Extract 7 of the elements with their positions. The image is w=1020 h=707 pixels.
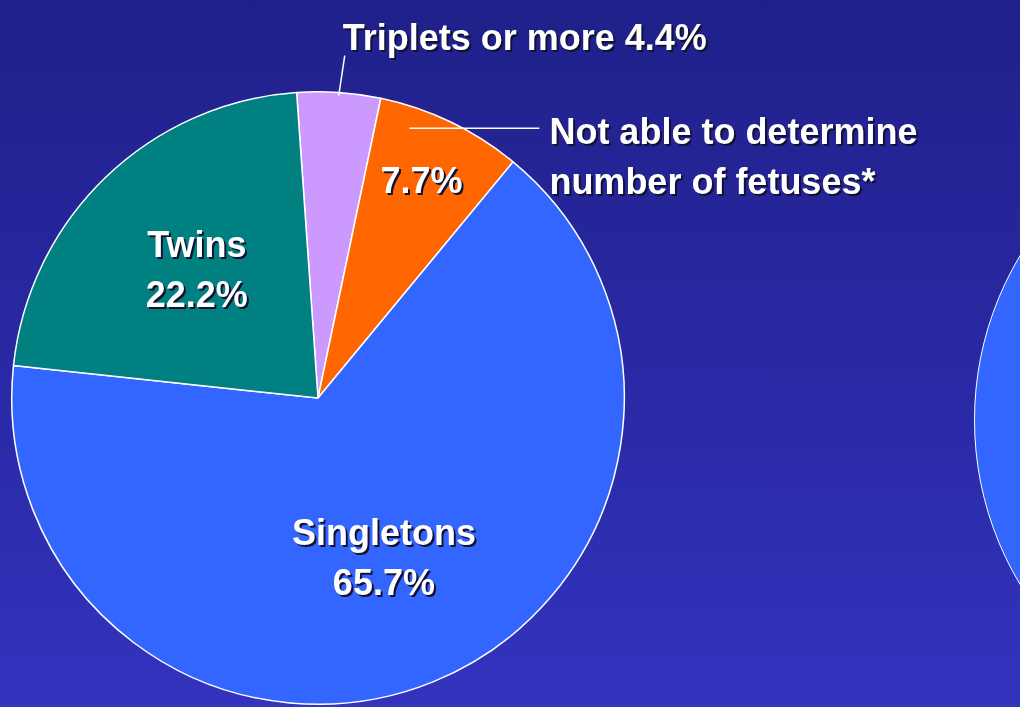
data-label: 7.7% xyxy=(382,161,465,203)
data-label: 22.2% xyxy=(147,276,250,318)
slice-label: Singletons xyxy=(291,511,476,553)
data-label: 65.7% xyxy=(334,563,437,605)
slice-label: Triplets or more 4.4% xyxy=(342,17,707,59)
slice-label: Not able to determine number of fetuses* xyxy=(549,111,918,205)
slice-label: Twins xyxy=(147,224,247,266)
